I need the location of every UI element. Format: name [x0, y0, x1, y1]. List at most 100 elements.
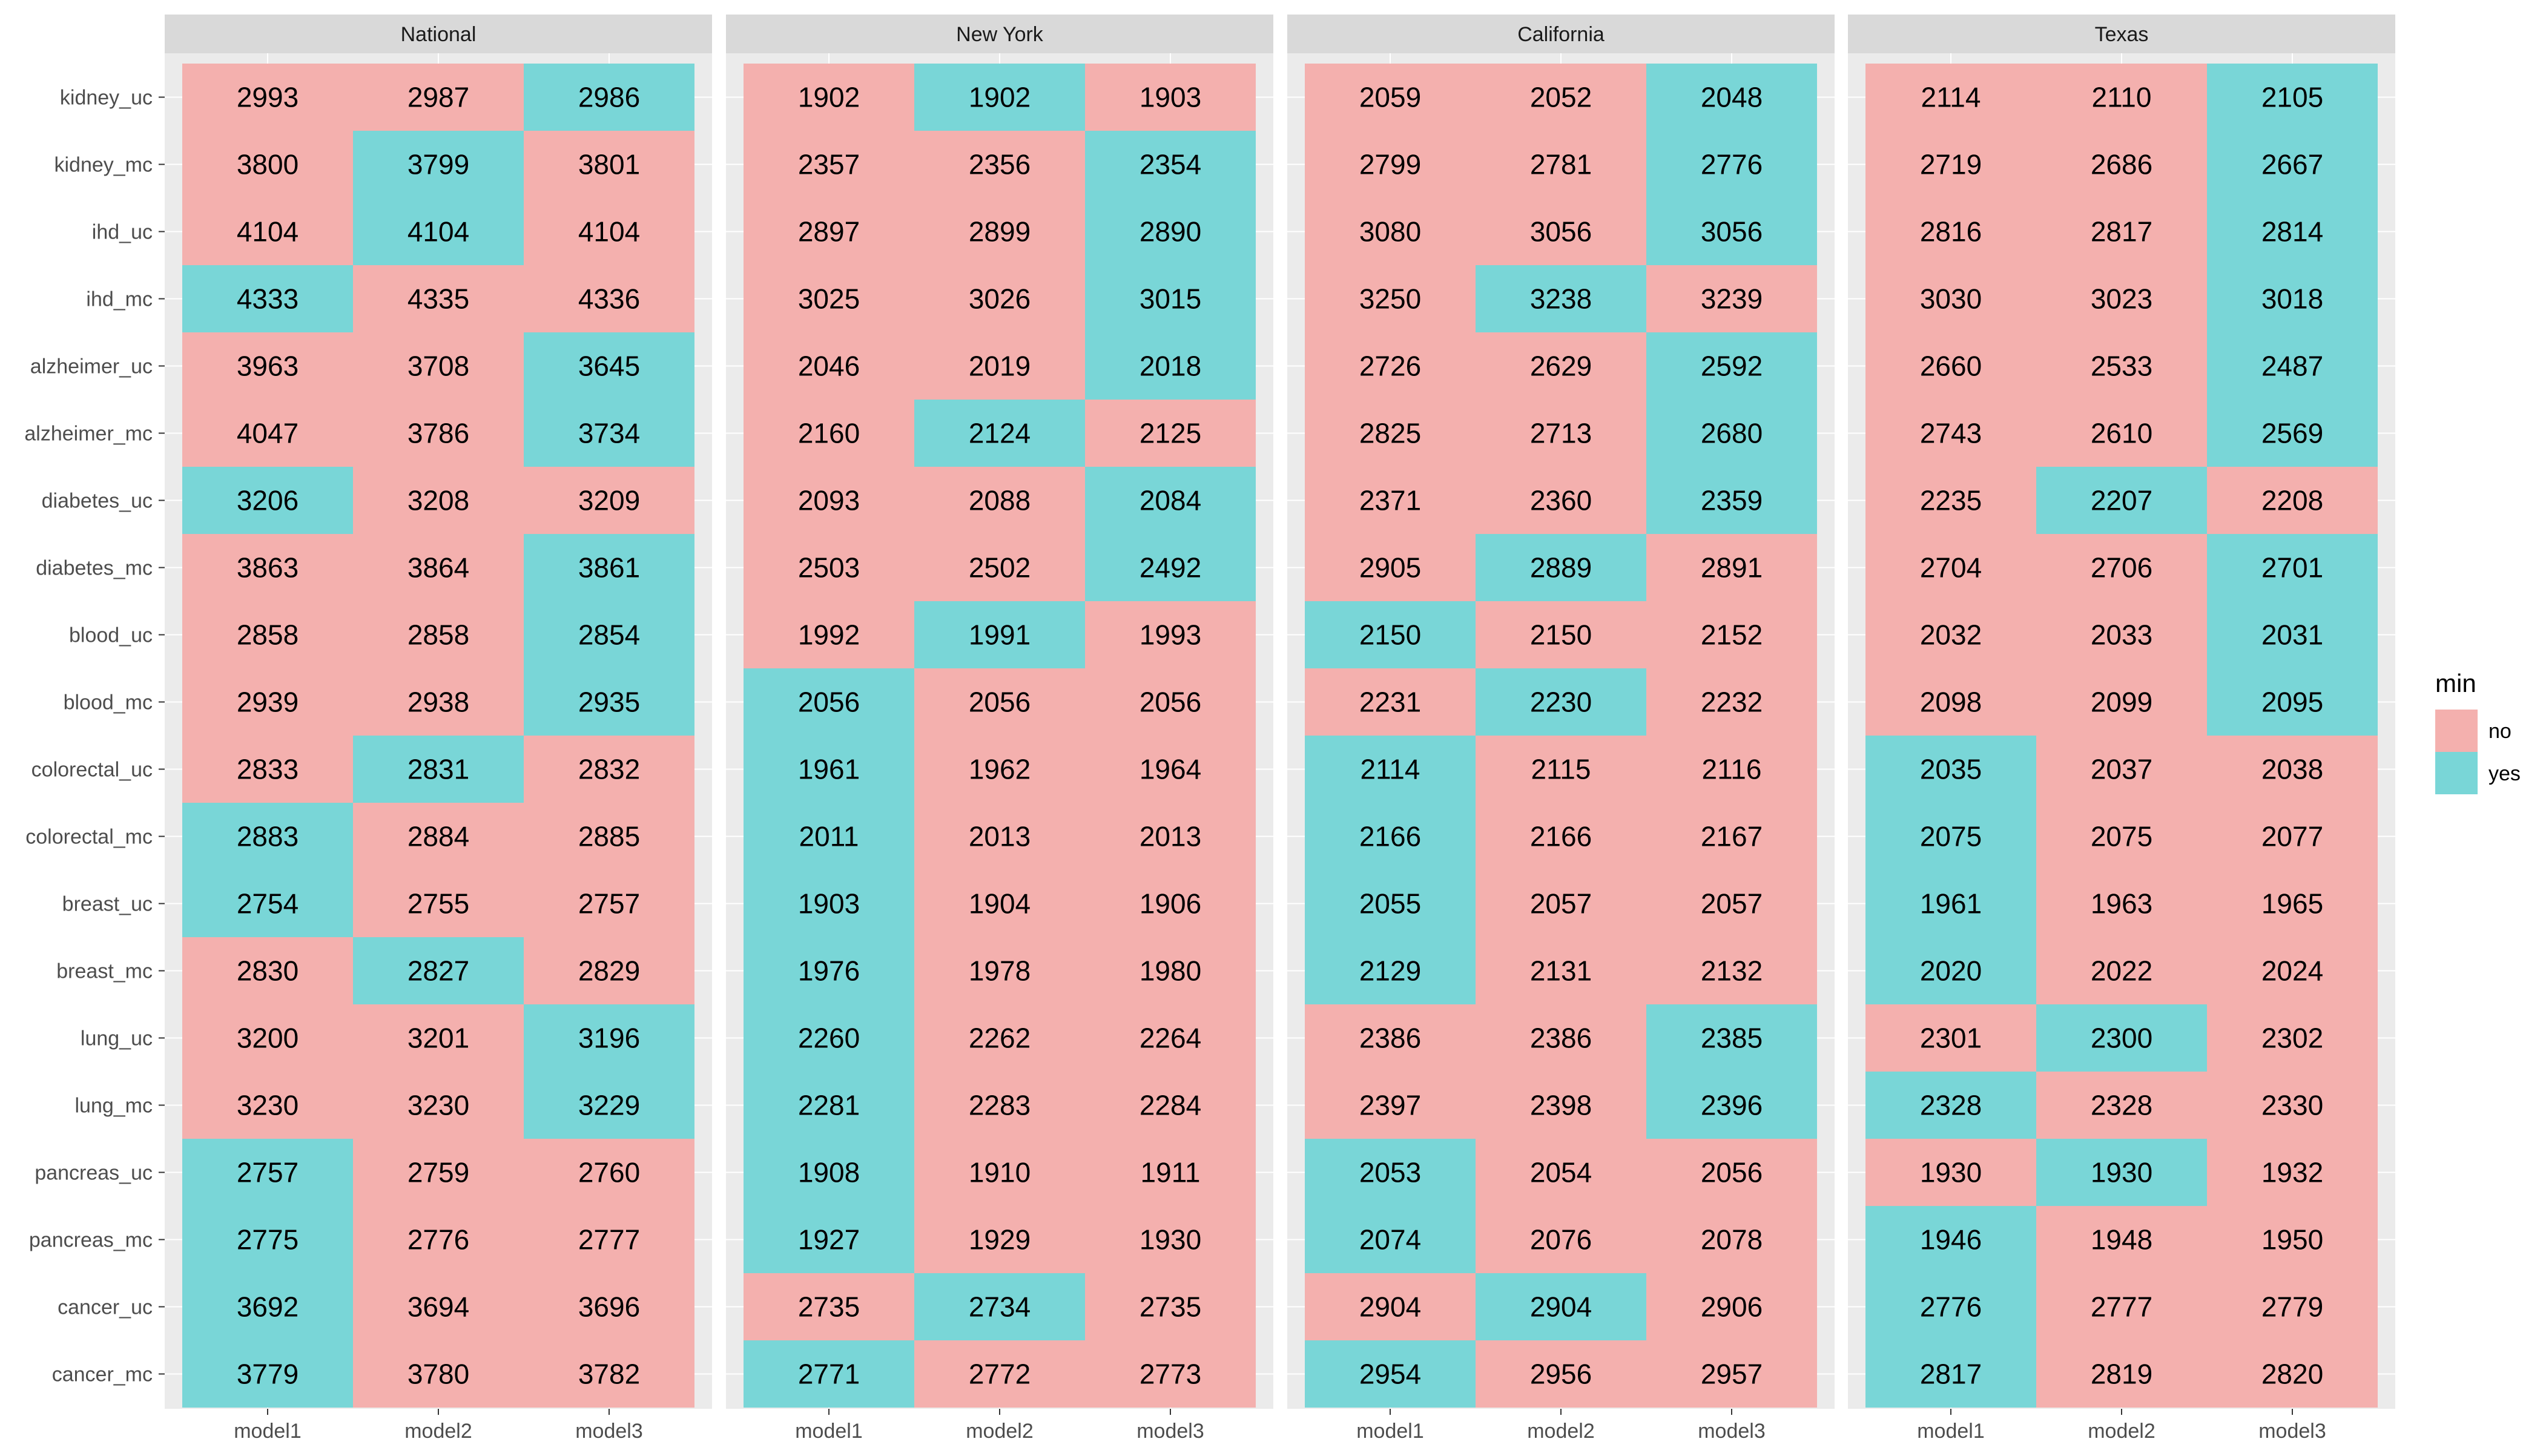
cell-value-label: 2891 [1701, 552, 1763, 584]
cell-value-label: 3030 [1920, 283, 1982, 315]
cell-value-label: 3786 [407, 418, 469, 449]
cell-value-label: 2167 [1701, 821, 1763, 852]
cell-value-label: 2396 [1701, 1090, 1763, 1121]
heatmap-cell [182, 1340, 353, 1408]
cell-value-label: 2115 [1531, 754, 1591, 785]
cell-value-label: 2262 [969, 1023, 1031, 1054]
heatmap-cell [2036, 400, 2207, 467]
cell-value-label: 2719 [1920, 149, 1982, 180]
cell-value-label: 1932 [2261, 1157, 2323, 1188]
heatmap-cell [1865, 64, 2036, 131]
y-tick-label: ihd_mc [86, 288, 153, 311]
cell-value-label: 2114 [1921, 82, 1981, 113]
cell-value-label: 4104 [237, 216, 298, 248]
x-tick-label: model2 [404, 1420, 472, 1443]
heatmap-cell [914, 1273, 1085, 1340]
cell-value-label: 1910 [969, 1157, 1031, 1188]
heatmap-cell [1865, 803, 2036, 870]
heatmap-cell [914, 668, 1085, 736]
cell-value-label: 2046 [798, 351, 860, 382]
facet-strip-national [165, 15, 712, 53]
cell-value-label: 2831 [407, 754, 469, 785]
legend-title: min [2435, 669, 2476, 697]
cell-value-label: 2755 [407, 888, 469, 920]
cell-value-label: 3018 [2261, 283, 2323, 315]
heatmap-cell [1646, 534, 1817, 601]
cell-value-label: 2533 [2091, 351, 2152, 382]
heatmap-cell [1305, 131, 1476, 198]
y-tick-label: kidney_uc [60, 87, 153, 110]
cell-value-label: 2398 [1530, 1090, 1592, 1121]
cell-value-label: 2075 [2091, 821, 2152, 852]
heatmap-cell [182, 1206, 353, 1273]
cell-value-label: 3779 [237, 1359, 298, 1390]
heatmap-cell [914, 534, 1085, 601]
legend-key-no [2435, 710, 2478, 752]
cell-value-label: 3799 [407, 149, 469, 180]
y-tick-label: alzheimer_uc [30, 355, 153, 378]
heatmap-cell [744, 265, 914, 332]
heatmap-cell [2207, 937, 2378, 1004]
heatmap-cell [1646, 601, 1817, 668]
cell-value-label: 3025 [798, 283, 860, 315]
cell-value-label: 1980 [1140, 955, 1201, 987]
heatmap-cell [1865, 467, 2036, 534]
heatmap-cell [182, 736, 353, 803]
cell-value-label: 2667 [2261, 149, 2323, 180]
heatmap-cell [182, 1273, 353, 1340]
cell-value-label: 2166 [1359, 821, 1421, 852]
cell-value-label: 3645 [578, 351, 640, 382]
cell-value-label: 2954 [1359, 1359, 1421, 1390]
cell-value-label: 3230 [237, 1090, 298, 1121]
cell-value-label: 2152 [1701, 619, 1763, 651]
x-tick-label: model2 [1527, 1420, 1595, 1443]
cell-value-label: 2858 [237, 619, 298, 651]
heatmap-cell [1865, 265, 2036, 332]
x-tick-label: model1 [1917, 1420, 1985, 1443]
x-tick-label: model3 [1698, 1420, 1766, 1443]
y-tick-label: colorectal_uc [31, 759, 153, 782]
heatmap-cell [914, 1139, 1085, 1206]
y-tick-label: cancer_mc [52, 1363, 153, 1386]
cell-value-label: 2055 [1359, 888, 1421, 920]
cell-value-label: 2771 [798, 1359, 860, 1390]
cell-value-label: 1961 [1920, 888, 1982, 920]
heatmap-cell [524, 1273, 694, 1340]
heatmap-cell [1646, 736, 1817, 803]
heatmap-cell [182, 534, 353, 601]
cell-value-label: 2610 [2091, 418, 2152, 449]
cell-value-label: 2230 [1530, 687, 1592, 718]
heatmap-cell [524, 1139, 694, 1206]
heatmap-cell [1085, 803, 1256, 870]
heatmap-cell [353, 668, 524, 736]
heatmap-cell [1085, 1004, 1256, 1072]
heatmap-cell [1476, 1139, 1646, 1206]
heatmap-cell [1476, 601, 1646, 668]
heatmap-cell [1476, 400, 1646, 467]
heatmap-cell [524, 198, 694, 265]
heatmap-cell [744, 601, 914, 668]
heatmap-cell [353, 1340, 524, 1408]
cell-value-label: 2284 [1140, 1090, 1201, 1121]
heatmap-cell [1646, 1273, 1817, 1340]
cell-value-label: 2883 [237, 821, 298, 852]
cell-value-label: 2330 [2261, 1090, 2323, 1121]
cell-value-label: 3201 [407, 1023, 469, 1054]
cell-value-label: 2031 [2261, 619, 2323, 651]
cell-value-label: 1992 [798, 619, 860, 651]
cell-value-label: 2492 [1140, 552, 1201, 584]
heatmap-cell [1476, 198, 1646, 265]
cell-value-label: 3196 [578, 1023, 640, 1054]
cell-value-label: 2056 [1140, 687, 1201, 718]
cell-value-label: 2019 [969, 351, 1031, 382]
facet-strip-texas [1848, 15, 2395, 53]
heatmap-cell [744, 1273, 914, 1340]
cell-value-label: 2166 [1530, 821, 1592, 852]
cell-value-label: 2328 [1920, 1090, 1982, 1121]
cell-value-label: 1911 [1141, 1157, 1201, 1188]
heatmap-cell [1865, 937, 2036, 1004]
heatmap-cell [2036, 131, 2207, 198]
heatmap-cell [914, 601, 1085, 668]
cell-value-label: 3056 [1701, 216, 1763, 248]
cell-value-label: 2827 [407, 955, 469, 987]
